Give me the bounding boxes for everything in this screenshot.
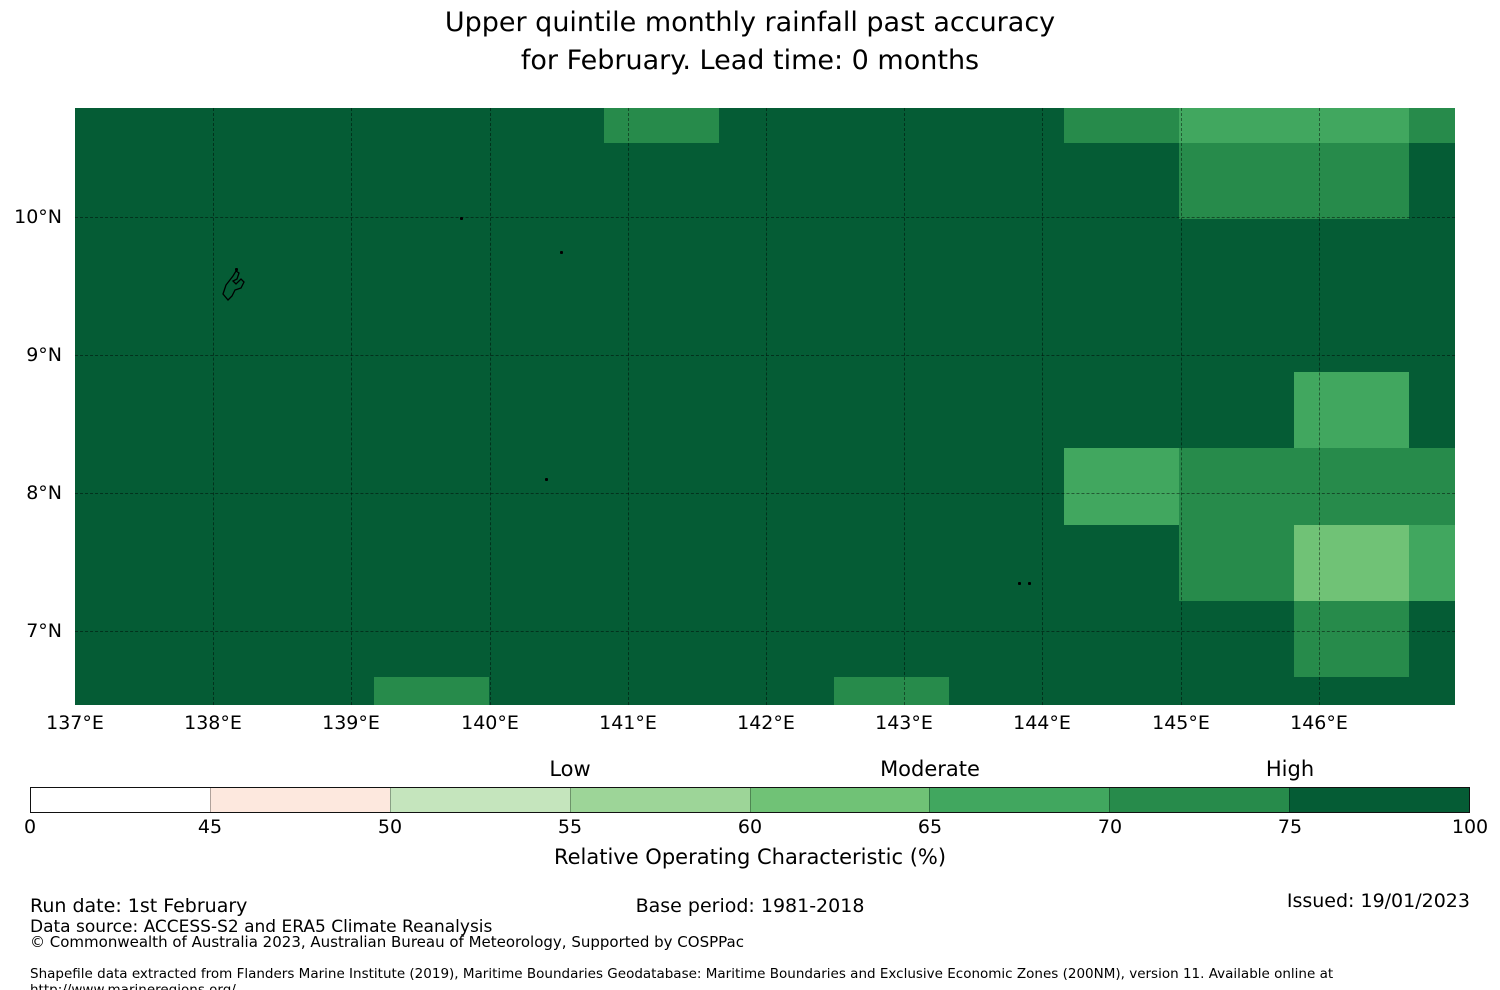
x-tick-label: 142°E	[737, 712, 795, 734]
roc-cell	[1179, 525, 1294, 601]
shapefile-attribution-text: Shapefile data extracted from Flanders M…	[30, 966, 1334, 990]
colorbar-segment-60-65	[749, 788, 930, 812]
y-tick-label: 9°N	[26, 344, 62, 366]
island-outlines	[222, 270, 245, 301]
roc-cell	[1064, 108, 1179, 143]
gridline-vertical	[213, 108, 214, 705]
copyright-text: © Commonwealth of Australia 2023, Austra…	[30, 933, 744, 951]
roc-cell	[374, 677, 489, 705]
x-tick-label: 140°E	[461, 712, 519, 734]
colorbar-category-low: Low	[549, 757, 591, 781]
y-tick-label: 7°N	[26, 620, 62, 642]
roc-cell	[1179, 448, 1294, 525]
roc-cell	[1409, 525, 1455, 601]
gridline-horizontal	[75, 355, 1455, 356]
island-dot	[1018, 582, 1021, 585]
roc-cell	[604, 108, 719, 143]
colorbar-tick-label: 45	[197, 816, 223, 838]
colorbar-tick-label: 70	[1097, 816, 1123, 838]
y-tick-label: 10°N	[14, 206, 62, 228]
roc-cell	[1294, 108, 1409, 143]
x-tick-label: 143°E	[875, 712, 933, 734]
roc-cell	[1409, 448, 1455, 525]
map-plot	[75, 108, 1455, 705]
gridline-vertical	[904, 108, 905, 705]
roc-cell	[1294, 372, 1409, 448]
gridline-vertical	[1319, 108, 1320, 705]
x-tick-label: 146°E	[1290, 712, 1348, 734]
roc-cell	[1294, 448, 1409, 525]
colorbar-segment-55-60	[569, 788, 750, 812]
y-tick-label: 8°N	[26, 482, 62, 504]
gridline-vertical	[490, 108, 491, 705]
island-dot	[460, 217, 463, 220]
issued-date-text: Issued: 19/01/2023	[1286, 890, 1470, 912]
x-tick-label: 137°E	[46, 712, 104, 734]
data-source-text: Data source: ACCESS-S2 and ERA5 Climate …	[30, 917, 493, 937]
gridline-vertical	[351, 108, 352, 705]
x-tick-label: 141°E	[599, 712, 657, 734]
colorbar-tick-label: 50	[377, 816, 403, 838]
island-dot	[545, 478, 548, 481]
x-tick-label: 139°E	[322, 712, 380, 734]
gridline-horizontal	[75, 493, 1455, 494]
base-period-text: Base period: 1981-2018	[635, 895, 865, 917]
x-tick-label: 145°E	[1152, 712, 1210, 734]
roc-cell	[834, 677, 949, 705]
colorbar-tick-label: 75	[1277, 816, 1303, 838]
chart-title-line2: for February. Lead time: 0 months	[520, 45, 980, 76]
colorbar-category-high: High	[1265, 757, 1315, 781]
colorbar-category-moderate: Moderate	[880, 757, 980, 781]
roc-cell	[1064, 448, 1179, 525]
island-dot	[560, 251, 563, 254]
gridline-horizontal	[75, 217, 1455, 218]
gridline-vertical	[1181, 108, 1182, 705]
gridline-vertical	[766, 108, 767, 705]
gridline-vertical	[1042, 108, 1043, 705]
roc-cell	[1294, 601, 1409, 677]
island-dot	[235, 268, 238, 271]
colorbar-tick-label: 65	[917, 816, 943, 838]
chart-title-line1: Upper quintile monthly rainfall past acc…	[444, 7, 1056, 38]
colorbar	[30, 787, 1470, 813]
colorbar-segment-0-45	[31, 788, 210, 812]
x-tick-label: 144°E	[1013, 712, 1071, 734]
colorbar-tick-label: 60	[737, 816, 763, 838]
island-outline	[222, 270, 245, 301]
colorbar-segment-75-100	[1289, 788, 1469, 812]
colorbar-segment-50-55	[389, 788, 570, 812]
chart-title: Upper quintile monthly rainfall past acc…	[0, 4, 1500, 80]
x-tick-label: 138°E	[184, 712, 242, 734]
colorbar-tick-label: 0	[23, 816, 37, 838]
roc-cell	[1179, 108, 1294, 143]
colorbar-segment-45-50	[209, 788, 390, 812]
colorbar-tick-label: 55	[557, 816, 583, 838]
run-date-text: Run date: 1st February	[30, 895, 248, 917]
colorbar-axis-label: Relative Operating Characteristic (%)	[553, 845, 947, 869]
roc-cell	[1294, 525, 1409, 601]
colorbar-tick-label: 100	[1451, 816, 1489, 838]
roc-cell	[1409, 108, 1455, 143]
colorbar-segment-70-75	[1109, 788, 1290, 812]
gridline-horizontal	[75, 631, 1455, 632]
island-dot	[1028, 582, 1031, 585]
gridline-vertical	[628, 108, 629, 705]
colorbar-segment-65-70	[929, 788, 1110, 812]
roc-cell	[1179, 143, 1294, 219]
roc-cell	[1294, 143, 1409, 219]
